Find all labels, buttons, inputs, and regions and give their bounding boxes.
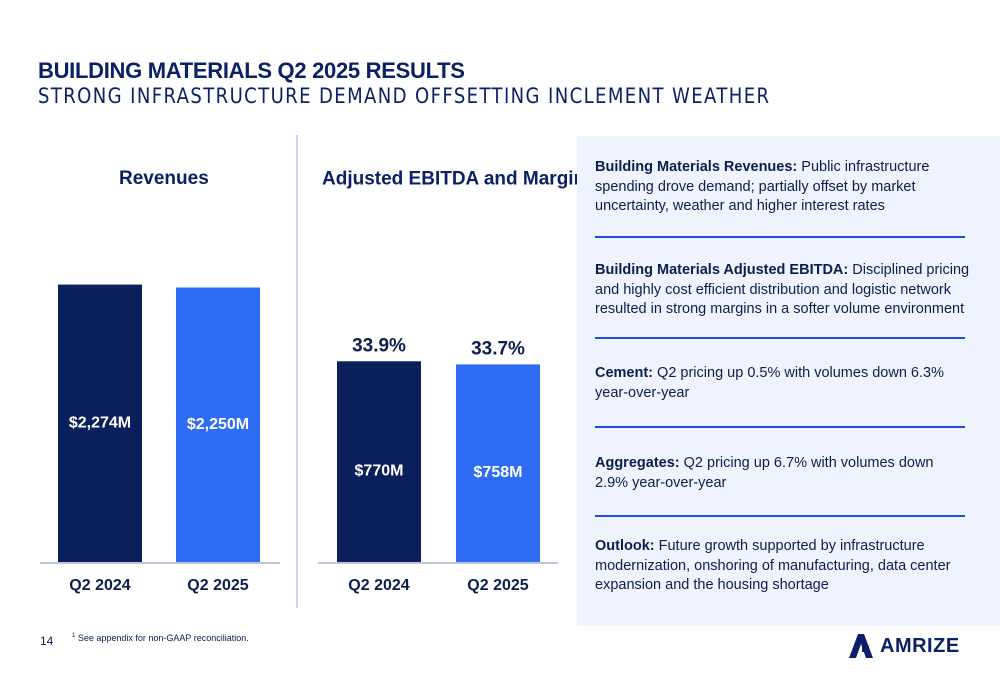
- revenues-bar: [176, 287, 260, 562]
- ebitda-bar-value-label: $770M: [355, 463, 404, 480]
- section-rule: [595, 337, 965, 339]
- ebitda-margin-label: 33.9%: [352, 335, 406, 356]
- ebitda-commentary-text: Disciplined pricing and highly cost effi…: [595, 262, 970, 317]
- revenues-category-label: Q2 2024: [69, 577, 130, 594]
- footnote-text: See appendix for non-GAAP reconciliation…: [75, 633, 249, 643]
- cement-commentary-text: Q2 pricing up 0.5% with volumes down 6.3…: [595, 365, 944, 401]
- footnote-marker: 1: [72, 633, 76, 639]
- outlook-commentary-label: Outlook:: [595, 538, 655, 554]
- aggregates-commentary-label: Aggregates:: [595, 455, 680, 471]
- ebitda-category-label: Q2 2025: [467, 577, 528, 594]
- ebitda-margin-label: 33.7%: [471, 338, 525, 359]
- amrize-mark-icon: [849, 634, 873, 658]
- revenues-commentary-label: Building Materials Revenues:: [595, 159, 798, 175]
- revenues-title-text: Revenues: [119, 168, 209, 189]
- revenues-bar: [58, 284, 142, 562]
- ebitda-bar: [337, 361, 421, 562]
- commentary-panel: Building Materials Revenues: Public infr…: [577, 136, 1000, 626]
- outlook-commentary: Outlook: Future growth supported by infr…: [595, 537, 970, 596]
- ebitda-category-label: Q2 2024: [348, 577, 409, 594]
- footnote: 1 See appendix for non-GAAP reconciliati…: [72, 633, 249, 643]
- section-rule: [595, 515, 965, 517]
- aggregates-commentary: Aggregates: Q2 pricing up 6.7% with volu…: [595, 454, 970, 493]
- section-rule: [595, 236, 965, 238]
- ebitda-title-text: Adjusted EBITDA and Margin: [322, 168, 586, 190]
- bar-charts-svg: $2,274M Q2 2024 $2,250M Q2 2025 $770M Q2 2024…: [40, 284, 558, 594]
- page-number: 14: [40, 634, 54, 648]
- aggregates-commentary-text: Q2 pricing up 6.7% with volumes down 2.9…: [595, 455, 934, 491]
- revenues-category-label: Q2 2025: [187, 577, 248, 594]
- section-rule: [595, 426, 965, 428]
- ebitda-bar: [456, 364, 540, 562]
- chart-divider: [296, 135, 298, 608]
- ebitda-commentary: Building Materials Adjusted EBITDA: Disc…: [595, 261, 970, 320]
- ebitda-bar-value-label: $758M: [474, 464, 523, 481]
- slide-title: BUILDING MATERIALS Q2 2025 RESULTS: [38, 58, 465, 83]
- cement-commentary: Cement: Q2 pricing up 0.5% with volumes …: [595, 364, 970, 403]
- revenues-commentary-text: Public infrastructure spending drove dem…: [595, 159, 930, 214]
- revenues-chart-title: Revenues: [119, 168, 209, 190]
- ebitda-commentary-label: Building Materials Adjusted EBITDA:: [595, 262, 849, 278]
- amrize-logo: AMRIZE: [848, 632, 960, 660]
- slide-subtitle: STRONG INFRASTRUCTURE DEMAND OFFSETTING …: [38, 84, 771, 108]
- revenues-commentary: Building Materials Revenues: Public infr…: [595, 158, 970, 217]
- revenues-bar-value-label: $2,250M: [187, 416, 249, 433]
- cement-commentary-label: Cement:: [595, 365, 654, 381]
- amrize-logo-text: AMRIZE: [880, 634, 960, 657]
- revenues-bar-value-label: $2,274M: [69, 414, 131, 431]
- outlook-commentary-text: Future growth supported by infrastructur…: [595, 538, 951, 593]
